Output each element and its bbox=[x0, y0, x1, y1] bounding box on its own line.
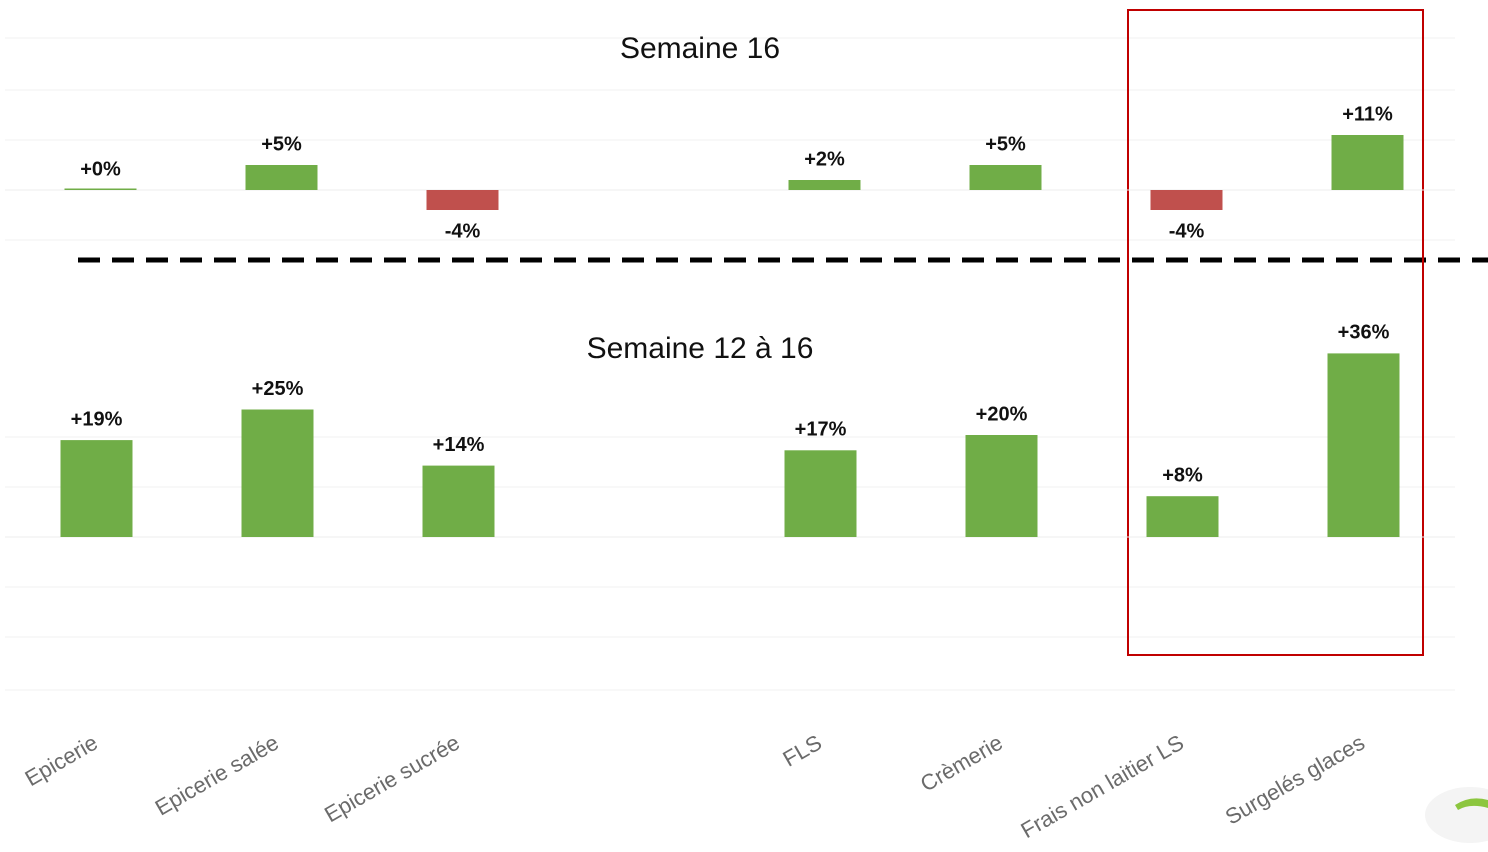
bar bbox=[1150, 190, 1223, 210]
value-label: +20% bbox=[976, 403, 1028, 425]
x-tick-label: Frais non laitier LS bbox=[1017, 730, 1188, 843]
x-tick-label: Crèmerie bbox=[916, 730, 1007, 797]
bar bbox=[1146, 496, 1219, 537]
x-tick-label: Epicerie salée bbox=[151, 730, 283, 821]
value-label: +5% bbox=[985, 133, 1026, 155]
bar bbox=[1331, 135, 1404, 190]
value-label: -4% bbox=[445, 220, 481, 242]
value-label: +0% bbox=[80, 158, 121, 180]
value-label: +5% bbox=[261, 133, 302, 155]
bar bbox=[245, 165, 318, 190]
value-label: +2% bbox=[804, 148, 845, 170]
bar bbox=[426, 190, 499, 210]
bar bbox=[241, 409, 314, 537]
bar bbox=[64, 188, 137, 190]
value-label: +8% bbox=[1162, 464, 1203, 486]
bar bbox=[784, 450, 857, 537]
x-tick-label: Epicerie bbox=[21, 730, 102, 791]
value-label: +14% bbox=[433, 434, 485, 456]
bar bbox=[422, 465, 495, 537]
bar bbox=[60, 440, 133, 537]
value-label: -4% bbox=[1169, 220, 1205, 242]
bar bbox=[969, 165, 1042, 190]
bar bbox=[788, 180, 861, 190]
value-label: +11% bbox=[1342, 103, 1393, 125]
x-tick-label: Epicerie sucrée bbox=[320, 730, 464, 827]
value-label: +19% bbox=[71, 408, 123, 430]
value-label: +17% bbox=[795, 419, 847, 441]
bar bbox=[965, 435, 1038, 537]
x-tick-label: Surgelés glaces bbox=[1221, 730, 1369, 830]
chart-title: Semaine 12 à 16 bbox=[587, 332, 814, 365]
value-label: +25% bbox=[252, 378, 304, 400]
chart-title: Semaine 16 bbox=[620, 32, 780, 65]
value-label: +36% bbox=[1338, 322, 1390, 344]
highlight-box bbox=[1127, 9, 1424, 656]
bar bbox=[1327, 353, 1400, 537]
x-tick-label: FLS bbox=[778, 730, 825, 772]
logo bbox=[1425, 787, 1488, 843]
